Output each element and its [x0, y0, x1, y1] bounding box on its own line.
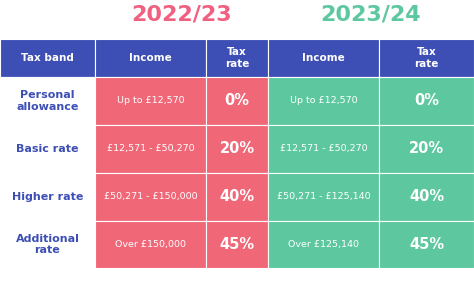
Text: 0%: 0%	[225, 93, 249, 108]
Text: Over £125,140: Over £125,140	[288, 240, 359, 249]
Text: 45%: 45%	[219, 237, 255, 252]
Text: Higher rate: Higher rate	[12, 192, 83, 202]
Text: Income: Income	[129, 53, 172, 63]
FancyBboxPatch shape	[206, 125, 268, 173]
FancyBboxPatch shape	[379, 125, 474, 173]
FancyBboxPatch shape	[268, 125, 379, 173]
FancyBboxPatch shape	[95, 173, 206, 221]
FancyBboxPatch shape	[268, 39, 379, 77]
Text: Additional
rate: Additional rate	[16, 234, 79, 255]
FancyBboxPatch shape	[95, 77, 206, 125]
FancyBboxPatch shape	[95, 221, 206, 268]
Text: 2023/24: 2023/24	[320, 5, 421, 25]
Text: 20%: 20%	[409, 141, 444, 156]
FancyBboxPatch shape	[206, 221, 268, 268]
Text: Tax
rate: Tax rate	[414, 47, 439, 69]
FancyBboxPatch shape	[379, 221, 474, 268]
FancyBboxPatch shape	[95, 39, 206, 77]
FancyBboxPatch shape	[379, 77, 474, 125]
Text: £50,271 - £125,140: £50,271 - £125,140	[277, 192, 370, 201]
FancyBboxPatch shape	[206, 39, 268, 77]
Text: Tax band: Tax band	[21, 53, 74, 63]
Text: Over £150,000: Over £150,000	[115, 240, 186, 249]
FancyBboxPatch shape	[95, 125, 206, 173]
FancyBboxPatch shape	[379, 173, 474, 221]
Text: 2022/23: 2022/23	[131, 5, 232, 25]
FancyBboxPatch shape	[0, 173, 95, 221]
FancyBboxPatch shape	[379, 39, 474, 77]
Text: £50,271 - £150,000: £50,271 - £150,000	[104, 192, 197, 201]
Text: 45%: 45%	[409, 237, 444, 252]
FancyBboxPatch shape	[268, 173, 379, 221]
Text: 20%: 20%	[219, 141, 255, 156]
Text: Income: Income	[302, 53, 345, 63]
FancyBboxPatch shape	[268, 77, 379, 125]
FancyBboxPatch shape	[268, 221, 379, 268]
FancyBboxPatch shape	[0, 39, 95, 77]
FancyBboxPatch shape	[206, 173, 268, 221]
FancyBboxPatch shape	[206, 77, 268, 125]
Text: Up to £12,570: Up to £12,570	[117, 96, 184, 105]
Text: 40%: 40%	[219, 189, 255, 204]
Text: Basic rate: Basic rate	[16, 144, 79, 154]
FancyBboxPatch shape	[0, 77, 95, 125]
Text: Tax
rate: Tax rate	[225, 47, 249, 69]
Text: £12,571 - £50,270: £12,571 - £50,270	[280, 144, 367, 153]
FancyBboxPatch shape	[0, 221, 95, 268]
Text: 40%: 40%	[409, 189, 444, 204]
Text: £12,571 - £50,270: £12,571 - £50,270	[107, 144, 194, 153]
Text: Up to £12,570: Up to £12,570	[290, 96, 357, 105]
Text: Personal
allowance: Personal allowance	[16, 90, 79, 112]
Text: 0%: 0%	[414, 93, 439, 108]
FancyBboxPatch shape	[0, 125, 95, 173]
